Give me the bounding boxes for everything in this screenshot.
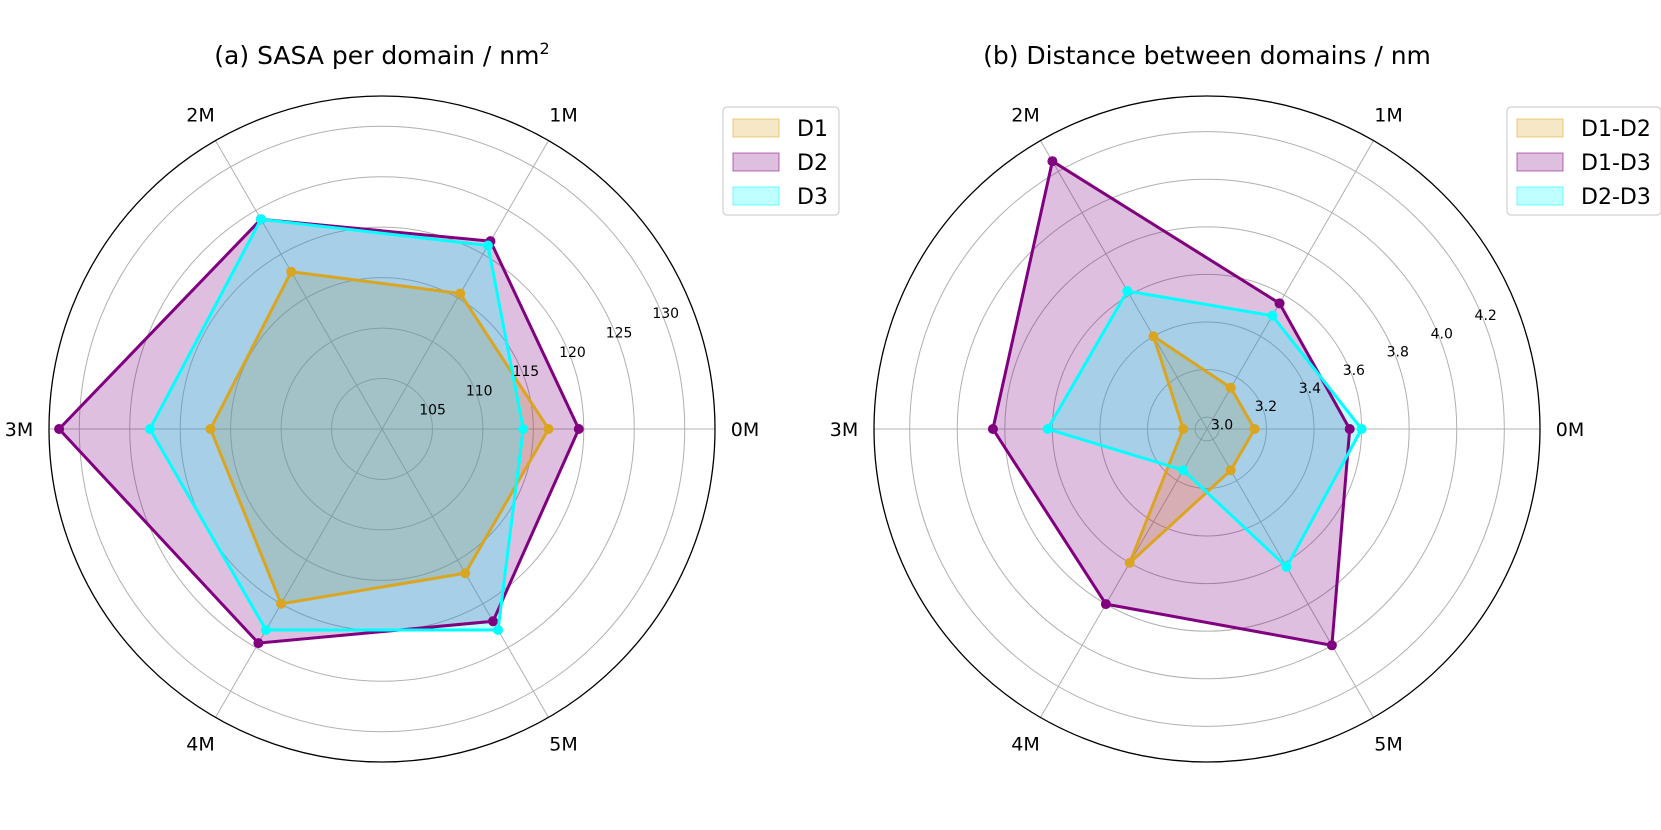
- point-b-d2-d3-1m: [1267, 310, 1278, 321]
- point-a-d3-3m: [144, 424, 155, 434]
- tick-label-a-110: 110: [466, 383, 493, 399]
- point-a-d1-5m: [460, 568, 471, 579]
- category-label-a-1m: 1M: [549, 105, 577, 127]
- point-b-d1-d2-3m: [1178, 424, 1189, 434]
- tick-label-b-4-2: 4.2: [1475, 308, 1497, 324]
- point-a-d3-5m: [493, 624, 504, 635]
- point-b-d2-d3-0m: [1356, 424, 1367, 434]
- spoke-a-4m: [215, 428, 383, 718]
- point-b-d1-d2-4m: [1124, 557, 1135, 568]
- point-a-d1-0m: [543, 424, 554, 434]
- legend-swatch-b-d2-d3: [1516, 186, 1564, 206]
- point-a-d2-4m: [253, 638, 264, 649]
- category-label-a-3m: 3M: [5, 419, 33, 441]
- point-b-d1-d2-5m: [1225, 465, 1236, 476]
- point-b-d1-d3-5m: [1326, 640, 1337, 651]
- spoke-b-4m: [1040, 428, 1208, 718]
- spoke-b-1m: [1206, 140, 1374, 430]
- category-label-b-2m: 2M: [1011, 105, 1039, 127]
- point-b-d1-d3-3m: [987, 424, 998, 434]
- tick-label-a-105: 105: [419, 403, 446, 419]
- tick-label-b-3-6: 3.6: [1343, 363, 1365, 379]
- category-label-b-4m: 4M: [1011, 733, 1039, 755]
- point-b-d1-d2-2m: [1148, 331, 1159, 342]
- outer-ring-a: [48, 95, 716, 763]
- legend-swatch-b-d1-d3: [1516, 152, 1564, 172]
- tick-label-a-130: 130: [652, 306, 679, 322]
- category-label-b-3m: 3M: [830, 419, 858, 441]
- point-a-d2-3m: [54, 424, 65, 434]
- outer-ring-b: [873, 95, 1541, 763]
- point-b-d1-d3-4m: [1100, 599, 1111, 610]
- series-fill-b-d1-d2: [1129, 336, 1255, 563]
- category-label-a-0m: 0M: [731, 419, 759, 441]
- point-a-d3-1m: [482, 240, 493, 251]
- tick-label-a-115: 115: [512, 364, 539, 380]
- point-a-d2-5m: [488, 616, 498, 627]
- series-fill-a-d3: [149, 219, 524, 631]
- point-b-d1-d3-2m: [1047, 156, 1058, 167]
- legend-swatch-a-d2: [732, 152, 780, 172]
- tick-label-b-3-8: 3.8: [1387, 345, 1409, 361]
- point-a-d3-2m: [255, 214, 266, 225]
- point-b-d1-d2-0m: [1249, 424, 1260, 434]
- point-b-d1-d2-1m: [1225, 382, 1236, 393]
- legend-label-a-d3: D3: [797, 185, 828, 210]
- legend-swatch-a-d3: [732, 186, 780, 206]
- point-a-d1-4m: [276, 598, 287, 609]
- point-a-d1-1m: [455, 288, 466, 299]
- point-b-d1-d3-1m: [1274, 298, 1285, 309]
- series-fill-b-d1-d3: [992, 161, 1350, 646]
- radar-panel-a: (a) SASA per domain / nm2 105 110 115 120 12…: [5, 39, 840, 763]
- legend-swatch-b-d1-d2: [1516, 118, 1564, 138]
- radar-panel-b: (b) Distance between domains / nm 3.0 3.2…: [830, 41, 1661, 763]
- series-fill-b-d2-d3: [1047, 291, 1362, 567]
- point-a-d1-2m: [286, 266, 297, 277]
- legend-label-a-d1: D1: [797, 117, 828, 142]
- category-label-a-5m: 5M: [549, 733, 577, 755]
- series-fill-a-d1: [210, 271, 549, 604]
- legend-label-b-d1-d3: D1-D3: [1581, 151, 1651, 176]
- spoke-a-1m: [381, 140, 549, 430]
- title-a: (a) SASA per domain / nm2: [214, 39, 549, 70]
- tick-label-b-3-0: 3.0: [1211, 417, 1233, 433]
- legend-label-b-d1-d2: D1-D2: [1581, 117, 1651, 142]
- legend-label-b-d2-d3: D2-D3: [1581, 185, 1651, 210]
- point-b-d2-d3-4m: [1178, 465, 1189, 476]
- category-label-b-5m: 5M: [1374, 733, 1402, 755]
- category-label-b-1m: 1M: [1374, 105, 1402, 127]
- point-a-d1-3m: [205, 424, 216, 434]
- tick-label-a-120: 120: [559, 345, 586, 361]
- category-label-a-4m: 4M: [186, 733, 214, 755]
- point-b-d2-d3-2m: [1122, 285, 1133, 296]
- tick-label-b-3-4: 3.4: [1299, 381, 1321, 397]
- title-b: (b) Distance between domains / nm: [983, 41, 1431, 70]
- point-b-d1-d3-0m: [1344, 424, 1355, 434]
- tick-label-b-3-2: 3.2: [1255, 399, 1277, 415]
- series-fill-a-d2: [59, 219, 579, 644]
- point-a-d2-0m: [573, 424, 584, 434]
- tick-label-a-125: 125: [606, 325, 633, 341]
- legend-label-a-d2: D2: [797, 151, 828, 176]
- legend-swatch-a-d1: [732, 118, 780, 138]
- legend-a: [722, 106, 840, 216]
- spoke-a-2m: [215, 140, 383, 430]
- legend-b: [1506, 106, 1661, 216]
- spoke-b-2m: [1040, 140, 1208, 430]
- point-b-d2-d3-5m: [1281, 562, 1292, 573]
- point-b-d2-d3-3m: [1042, 424, 1053, 434]
- point-a-d3-4m: [260, 624, 271, 635]
- spoke-b-5m: [1206, 428, 1374, 718]
- category-label-b-0m: 0M: [1556, 419, 1584, 441]
- category-label-a-2m: 2M: [186, 105, 214, 127]
- tick-label-b-4-0: 4.0: [1431, 326, 1453, 342]
- point-a-d3-0m: [518, 424, 529, 434]
